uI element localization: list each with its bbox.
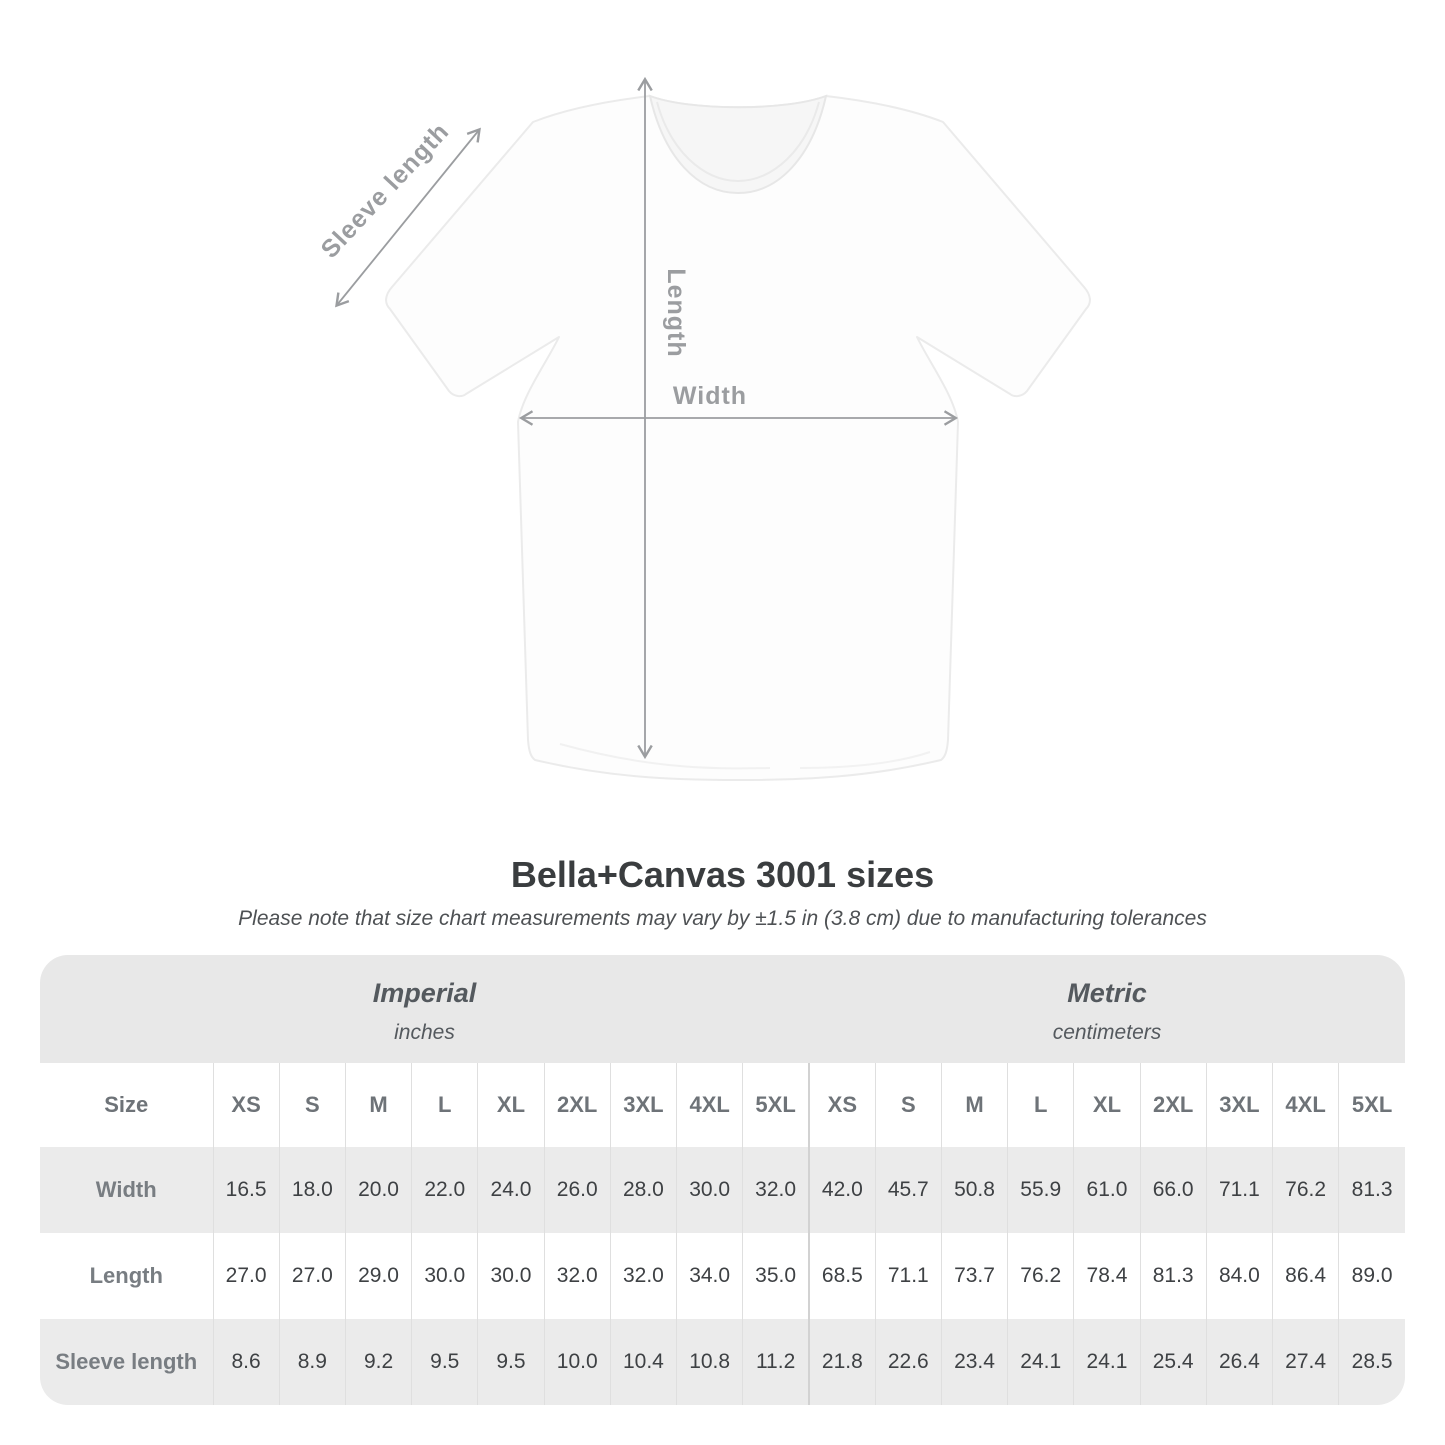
value-cell-imperial-3xl: 10.4: [609, 1319, 677, 1405]
metric-sublabel: centimeters: [1052, 1020, 1162, 1044]
value-cell-imperial-xl: 9.5: [477, 1319, 545, 1405]
value-cell-metric-m: 50.8: [940, 1147, 1008, 1233]
size-col-header-imperial-5xl: 5XL: [742, 1063, 809, 1147]
value-cell-metric-4xl: 86.4: [1271, 1233, 1339, 1319]
value-cell-metric-xl: 78.4: [1073, 1233, 1141, 1319]
metric-label: Metric: [1067, 977, 1147, 1008]
collar: [648, 94, 828, 195]
size-col-header-imperial-xl: XL: [477, 1063, 545, 1147]
value-cell-imperial-2xl: 32.0: [543, 1233, 611, 1319]
value-cell-imperial-m: 29.0: [344, 1233, 412, 1319]
measurement-row-width: Width 16.5 18.0 20.0 22.0 24.0 26.0 28.0 30.0 32.…: [40, 1147, 1405, 1233]
size-col-header-imperial-2xl: 2XL: [543, 1063, 611, 1147]
value-cell-metric-5xl: 28.5: [1338, 1319, 1405, 1405]
value-cell-metric-l: 76.2: [1007, 1233, 1074, 1319]
value-cell-metric-2xl: 66.0: [1139, 1147, 1207, 1233]
size-col-header-metric-3xl: 3XL: [1205, 1063, 1273, 1147]
measurement-row-length: Length 27.0 27.0 29.0 30.0 30.0 32.0 32.0 34.0 35…: [40, 1233, 1405, 1319]
value-cell-imperial-4xl: 10.8: [676, 1319, 743, 1405]
size-column-header: Size: [40, 1063, 213, 1147]
value-cell-imperial-l: 30.0: [411, 1233, 478, 1319]
value-cell-imperial-l: 22.0: [411, 1147, 478, 1233]
unit-group-imperial: Imperial inches: [40, 955, 809, 1063]
size-col-header-imperial-m: M: [344, 1063, 412, 1147]
value-cell-metric-m: 23.4: [940, 1319, 1008, 1405]
length-label: Length: [662, 268, 690, 357]
size-header-row: Size XS S M L XL 2XL 3XL 4XL 5XL XS S M L XL 2XL 3XL 4XL…: [40, 1063, 1405, 1147]
value-cell-metric-2xl: 81.3: [1139, 1233, 1207, 1319]
value-cell-metric-xs: 21.8: [807, 1319, 876, 1405]
size-col-header-metric-xs: XS: [807, 1063, 876, 1147]
value-cell-imperial-m: 20.0: [344, 1147, 412, 1233]
tshirt-graphic: [385, 94, 1091, 781]
value-cell-metric-3xl: 71.1: [1205, 1147, 1273, 1233]
size-col-header-metric-4xl: 4XL: [1271, 1063, 1339, 1147]
value-cell-imperial-xl: 24.0: [477, 1147, 545, 1233]
size-col-header-metric-m: M: [940, 1063, 1008, 1147]
value-cell-metric-xl: 61.0: [1073, 1147, 1141, 1233]
value-cell-imperial-5xl: 35.0: [742, 1233, 809, 1319]
value-cell-imperial-s: 8.9: [278, 1319, 346, 1405]
value-cell-metric-xs: 42.0: [807, 1147, 876, 1233]
value-cell-metric-xs: 68.5: [807, 1233, 876, 1319]
width-label: Width: [673, 382, 747, 410]
value-cell-metric-l: 55.9: [1007, 1147, 1074, 1233]
page-title: Bella+Canvas 3001 sizes: [510, 854, 935, 895]
value-cell-imperial-m: 9.2: [344, 1319, 412, 1405]
size-col-header-imperial-3xl: 3XL: [609, 1063, 677, 1147]
value-cell-metric-2xl: 25.4: [1139, 1319, 1207, 1405]
value-cell-metric-l: 24.1: [1007, 1319, 1074, 1405]
value-cell-imperial-4xl: 30.0: [676, 1147, 743, 1233]
value-cell-metric-4xl: 76.2: [1271, 1147, 1339, 1233]
value-cell-metric-3xl: 84.0: [1205, 1233, 1273, 1319]
value-cell-imperial-4xl: 34.0: [676, 1233, 743, 1319]
measurement-row-sleeve-length: Sleeve length 8.6 8.9 9.2 9.5 9.5 10.0 10.4 10.8…: [40, 1319, 1405, 1405]
value-cell-metric-s: 45.7: [874, 1147, 942, 1233]
size-col-header-metric-l: L: [1007, 1063, 1074, 1147]
row-label: Sleeve length: [40, 1319, 213, 1405]
width-annotation: Width: [518, 382, 959, 426]
imperial-sublabel: inches: [394, 1020, 455, 1044]
tshirt-diagram: Length Width Sleeve length: [316, 76, 1091, 781]
size-col-header-metric-xl: XL: [1073, 1063, 1141, 1147]
value-cell-imperial-2xl: 26.0: [543, 1147, 611, 1233]
value-cell-imperial-2xl: 10.0: [543, 1319, 611, 1405]
sleeve-length-arrow: [335, 127, 481, 308]
value-cell-imperial-5xl: 11.2: [742, 1319, 809, 1405]
value-cell-imperial-xs: 27.0: [212, 1233, 280, 1319]
value-cell-imperial-xl: 30.0: [477, 1233, 545, 1319]
size-col-header-imperial-s: S: [278, 1063, 346, 1147]
imperial-label: Imperial: [372, 977, 477, 1008]
tolerance-note: Please note that size chart measurements…: [238, 907, 1207, 930]
size-col-header-metric-5xl: 5XL: [1338, 1063, 1405, 1147]
row-label: Length: [89, 1263, 163, 1288]
value-cell-imperial-3xl: 32.0: [609, 1233, 677, 1319]
value-cell-imperial-s: 18.0: [278, 1147, 346, 1233]
value-cell-metric-5xl: 89.0: [1338, 1233, 1405, 1319]
value-cell-metric-4xl: 27.4: [1271, 1319, 1339, 1405]
value-cell-imperial-s: 27.0: [278, 1233, 346, 1319]
size-table: Imperial inches Metric centimeters Size …: [40, 955, 1405, 1405]
value-cell-metric-s: 22.6: [874, 1319, 942, 1405]
size-col-header-imperial-l: L: [411, 1063, 478, 1147]
unit-header-row: Imperial inches Metric centimeters: [40, 955, 1405, 1063]
value-cell-metric-xl: 24.1: [1073, 1319, 1141, 1405]
size-col-header-imperial-xs: XS: [212, 1063, 280, 1147]
value-cell-imperial-3xl: 28.0: [609, 1147, 677, 1233]
size-col-header-imperial-4xl: 4XL: [676, 1063, 743, 1147]
value-cell-metric-5xl: 81.3: [1338, 1147, 1405, 1233]
size-col-header-metric-s: S: [874, 1063, 942, 1147]
value-cell-imperial-l: 9.5: [411, 1319, 478, 1405]
value-cell-metric-3xl: 26.4: [1205, 1319, 1273, 1405]
size-col-header-metric-2xl: 2XL: [1139, 1063, 1207, 1147]
value-cell-imperial-xs: 8.6: [212, 1319, 280, 1405]
value-cell-metric-m: 73.7: [940, 1233, 1008, 1319]
value-cell-metric-s: 71.1: [874, 1233, 942, 1319]
unit-group-metric: Metric centimeters: [808, 955, 1405, 1063]
value-cell-imperial-xs: 16.5: [212, 1147, 280, 1233]
value-cell-imperial-5xl: 32.0: [742, 1147, 809, 1233]
row-label: Width: [40, 1147, 213, 1233]
